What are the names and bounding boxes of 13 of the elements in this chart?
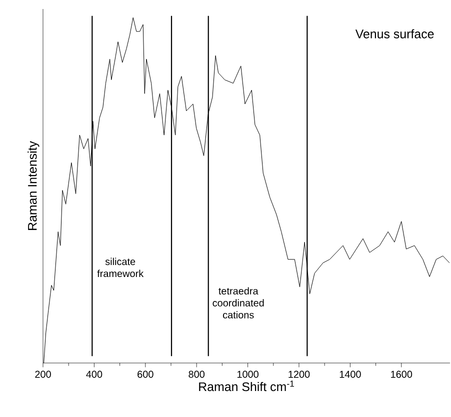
x-axis-title: Raman Shift cm$^{-1}$ bbox=[199, 380, 294, 392]
x-tick-label: 200 bbox=[35, 370, 51, 378]
annotation: Venus surface bbox=[355, 29, 434, 38]
x-tick-label: 1000 bbox=[237, 370, 258, 378]
x-tick-label: 400 bbox=[86, 370, 102, 378]
x-tick-label: 800 bbox=[188, 370, 205, 378]
x-tick-label: 1400 bbox=[340, 370, 361, 378]
x-tick-label: 1200 bbox=[288, 370, 310, 378]
annotation: tetraedra coordinated cations bbox=[212, 287, 264, 318]
x-tick-label: 1600 bbox=[391, 370, 412, 378]
annotation: silicate framework bbox=[97, 258, 144, 278]
x-tick-label: 600 bbox=[138, 370, 154, 378]
y-axis-title: Raman Intensity bbox=[28, 141, 40, 230]
